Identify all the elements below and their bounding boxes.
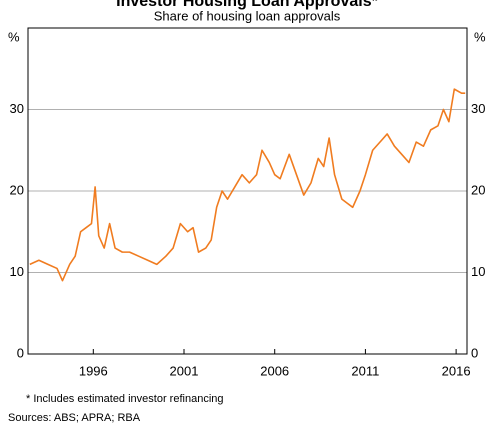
chart-title: Investor Housing Loan Approvals* [116,0,378,10]
y-axis-label: % [8,29,20,44]
y-tick-label: 30 [10,101,24,116]
y2-tick-label: 20 [471,182,485,197]
footnote: * Includes estimated investor refinancin… [26,393,224,405]
plot-frame [27,27,468,355]
sources: Sources: ABS; APRA; RBA [8,412,141,424]
data-line [29,88,466,282]
x-tick-label: 2016 [442,363,471,378]
x-tick-label: 1996 [79,363,108,378]
y2-tick-label: 30 [471,101,485,116]
x-tick-label: 2011 [351,363,379,378]
y-tick-label: 10 [10,264,24,279]
y2-tick-label: 0 [471,345,478,360]
chart-subtitle: Share of housing loan approvals [154,8,341,23]
y2-tick-label: 10 [471,264,485,279]
x-tick-label: 2006 [260,363,289,378]
y-tick-label: 0 [17,345,24,360]
x-tick-label: 2001 [170,363,199,378]
y-tick-label: 20 [10,182,24,197]
y2-axis-label: % [474,29,486,44]
